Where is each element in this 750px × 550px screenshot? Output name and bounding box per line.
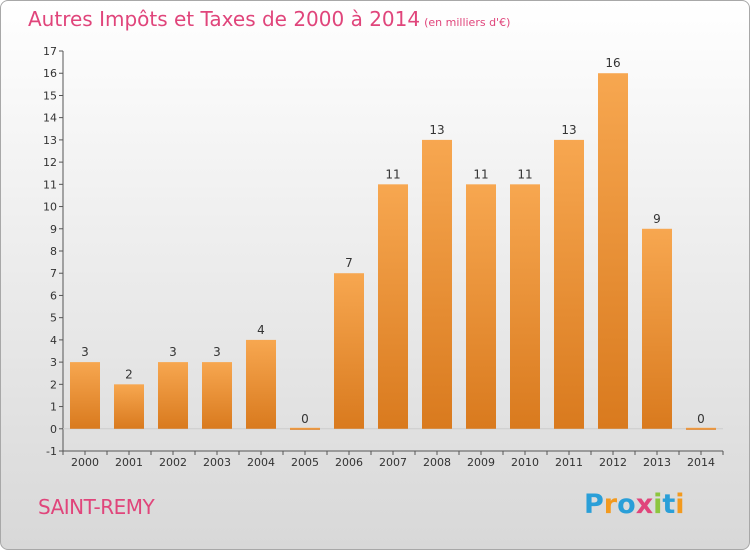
y-tick-label: 10 (43, 201, 57, 214)
x-tick-label: 2003 (203, 456, 231, 469)
bar (422, 139, 452, 429)
y-tick-label: 9 (50, 223, 57, 236)
x-tick-label: 2011 (555, 456, 583, 469)
x-tick-label: 2005 (291, 456, 319, 469)
x-tick-label: 2001 (115, 456, 143, 469)
bar (598, 73, 628, 429)
data-label: 3 (81, 345, 89, 359)
data-label: 3 (169, 345, 177, 359)
y-tick-label: 2 (50, 378, 57, 391)
x-tick-label: 2013 (643, 456, 671, 469)
data-label: 9 (653, 212, 661, 226)
bar (686, 427, 716, 430)
y-tick-label: 11 (43, 178, 57, 191)
x-tick-label: 2008 (423, 456, 451, 469)
chart-title: Autres Impôts et Taxes de 2000 à 2014 (en… (28, 7, 511, 31)
x-tick-label: 2004 (247, 456, 275, 469)
y-tick-label: 15 (43, 89, 57, 102)
logo-letter: P (584, 489, 604, 520)
x-tick-label: 2002 (159, 456, 187, 469)
x-tick-label: 2010 (511, 456, 539, 469)
y-tick-label: 0 (50, 423, 57, 436)
y-tick-label: 14 (43, 112, 57, 125)
y-tick-label: 5 (50, 312, 57, 325)
bar (642, 228, 672, 429)
y-tick-label: 7 (50, 267, 57, 280)
bar (290, 427, 320, 430)
y-tick-label: 12 (43, 156, 57, 169)
y-tick-label: 4 (50, 334, 57, 347)
x-tick-label: 2000 (71, 456, 99, 469)
data-label: 0 (301, 412, 309, 426)
bar (246, 339, 276, 429)
y-tick-label: 8 (50, 245, 57, 258)
data-label: 13 (561, 123, 576, 137)
commune-name: SAINT-REMY (38, 495, 155, 519)
data-label: 4 (257, 323, 265, 337)
data-label: 11 (473, 167, 488, 181)
data-label: 16 (605, 56, 620, 70)
data-label: 7 (345, 256, 353, 270)
y-tick-label: 1 (50, 401, 57, 414)
data-label: 11 (517, 167, 532, 181)
x-tick-label: 2012 (599, 456, 627, 469)
y-tick-label: 6 (50, 289, 57, 302)
bar (466, 184, 496, 429)
y-tick-label: 3 (50, 356, 57, 369)
logo-letter: t (662, 489, 676, 520)
data-label: 2 (125, 367, 133, 381)
proxiti-logo: Proxiti (584, 489, 685, 520)
bar (202, 362, 232, 429)
bar (554, 139, 584, 429)
data-label: 13 (429, 123, 444, 137)
y-tick-label: 16 (43, 67, 57, 80)
bar (70, 362, 100, 429)
logo-letter: r (603, 489, 618, 520)
bar (510, 184, 540, 429)
x-tick-label: 2014 (687, 456, 715, 469)
data-label: 11 (385, 167, 400, 181)
bar (334, 273, 364, 429)
logo-letter: o (617, 489, 636, 520)
x-tick-label: 2009 (467, 456, 495, 469)
x-tick-label: 2006 (335, 456, 363, 469)
logo-letter: i (653, 489, 663, 520)
y-tick-label: 13 (43, 134, 57, 147)
logo-letter: i (675, 489, 685, 520)
data-label: 3 (213, 345, 221, 359)
bar (158, 362, 188, 429)
data-label: 0 (697, 412, 705, 426)
bar (378, 184, 408, 429)
x-tick-label: 2007 (379, 456, 407, 469)
y-tick-label: 17 (43, 45, 57, 58)
chart-unit: (en milliers d'€) (424, 16, 511, 29)
bar (114, 384, 144, 429)
y-tick-label: -1 (46, 445, 57, 458)
logo-letter: x (635, 489, 654, 520)
